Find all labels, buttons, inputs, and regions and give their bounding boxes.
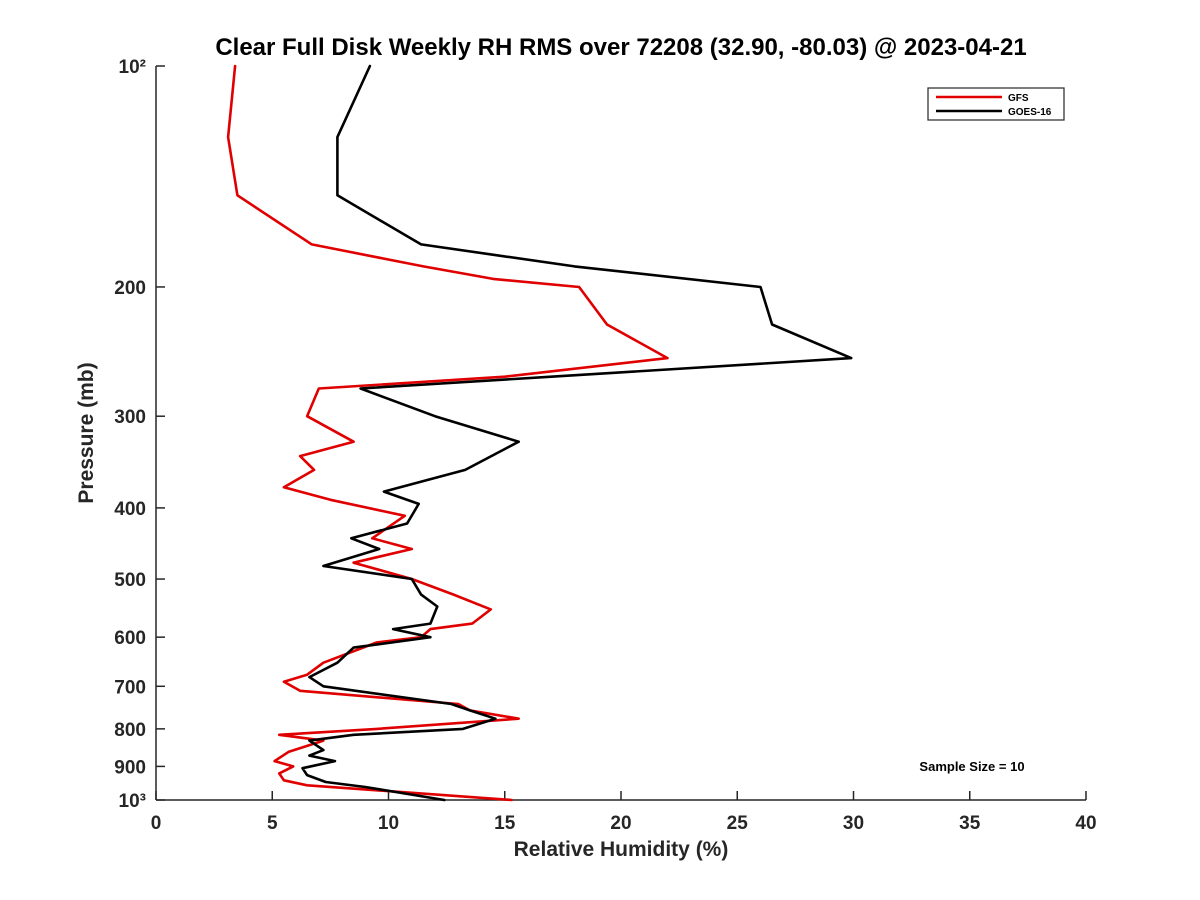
x-tick-label: 30 (843, 813, 864, 834)
y-tick-label: 700 (114, 677, 146, 698)
y-axis-label: Pressure (mb) (75, 362, 98, 503)
x-tick-label: 20 (610, 813, 631, 834)
y-ticks: 10² 200 300 400 500 600 700 800 900 10³ (114, 57, 165, 812)
y-tick-label: 10³ (119, 791, 146, 812)
x-tick-label: 25 (727, 813, 749, 834)
x-tick-label: 40 (1075, 813, 1096, 834)
y-tick-label: 400 (114, 499, 146, 520)
y-tick-label: 10² (119, 57, 146, 78)
y-tick-label: 500 (114, 570, 146, 591)
series-lines (226, 64, 853, 802)
y-tick-label: 300 (114, 407, 146, 428)
sample-size-annotation: Sample Size = 10 (919, 759, 1024, 774)
x-tick-label: 15 (494, 813, 516, 834)
plot-area: 0 5 10 15 20 25 30 35 40 10² 200 300 400 500 600 700 80… (114, 57, 1096, 834)
x-tick-label: 5 (267, 813, 278, 834)
legend: GFS GOES-16 (927, 87, 1065, 121)
chart-title: Clear Full Disk Weekly RH RMS over 72208… (215, 34, 1026, 61)
x-ticks: 0 5 10 15 20 25 30 35 40 (151, 791, 1097, 834)
legend-label-gfs: GFS (1008, 93, 1029, 104)
x-tick-label: 35 (959, 813, 981, 834)
legend-box (927, 87, 1065, 121)
series-line-goes-16 (301, 64, 853, 802)
legend-label-goes16: GOES-16 (1008, 107, 1052, 118)
series-line-gfs (226, 64, 669, 802)
x-axis-label: Relative Humidity (%) (514, 838, 729, 861)
y-tick-label: 900 (114, 757, 146, 778)
x-tick-label: 0 (151, 813, 162, 834)
x-tick-label: 10 (378, 813, 399, 834)
y-tick-label: 600 (114, 628, 146, 649)
y-tick-label: 800 (114, 720, 146, 741)
y-tick-label: 200 (114, 278, 146, 299)
